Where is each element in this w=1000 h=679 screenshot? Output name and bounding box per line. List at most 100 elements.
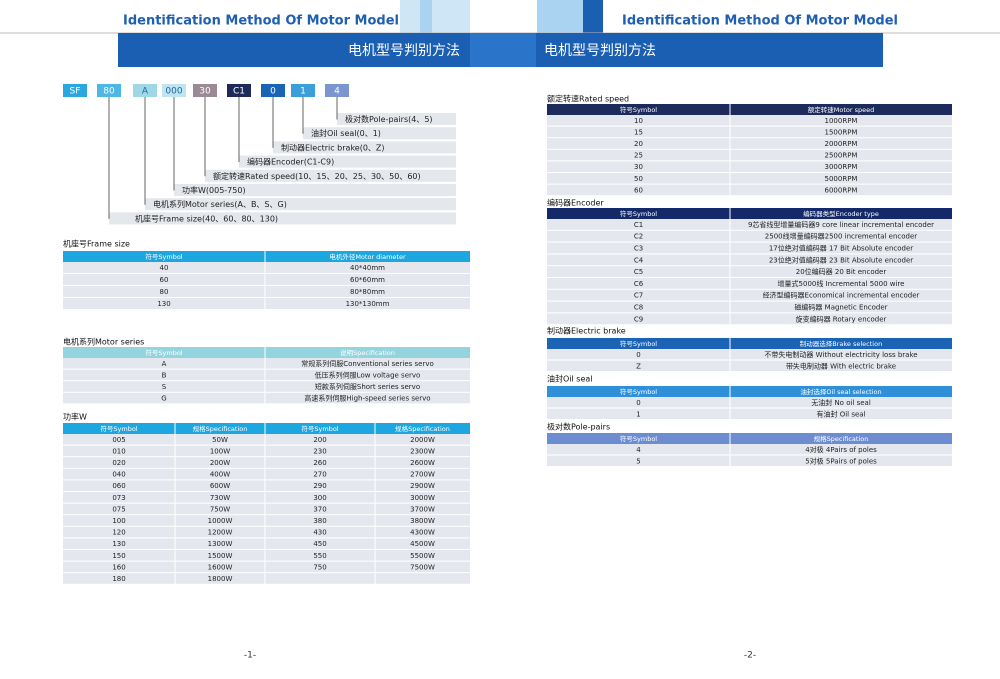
code-text: 1 bbox=[300, 87, 306, 97]
table-title: 极对数Pole-pairs bbox=[547, 422, 610, 432]
table-header bbox=[63, 423, 470, 434]
code-label: 电机系列Motor series(A、B、S、G) bbox=[153, 199, 287, 209]
table-cell: 2700W bbox=[410, 471, 435, 479]
table-cell: 低压系列伺服Low voltage servo bbox=[315, 370, 421, 379]
table-cell: 130 bbox=[112, 540, 125, 548]
table-cell: 130 bbox=[157, 300, 170, 308]
table-row bbox=[63, 392, 470, 404]
code-text: 30 bbox=[199, 87, 211, 97]
table-cell: 50W bbox=[212, 436, 228, 444]
code-text: 80 bbox=[103, 87, 115, 97]
table-cell: Z bbox=[636, 362, 641, 370]
code-box bbox=[193, 84, 217, 97]
table-row bbox=[547, 242, 952, 254]
table-cell: 200 bbox=[313, 436, 326, 444]
header-title: Identification Method Of Motor Model bbox=[622, 14, 898, 29]
label-bar bbox=[205, 169, 456, 182]
label-bar bbox=[145, 198, 456, 211]
table-header bbox=[547, 104, 952, 115]
table-title: 制动器Electric brake bbox=[547, 326, 626, 336]
code-box bbox=[133, 84, 157, 97]
label-bar bbox=[273, 141, 456, 154]
table-row bbox=[63, 538, 470, 549]
column-header: 符号Symbol bbox=[100, 424, 137, 433]
code-box bbox=[97, 84, 121, 97]
table-row bbox=[63, 274, 470, 285]
table-row bbox=[63, 468, 470, 480]
table-cell: C6 bbox=[634, 280, 644, 288]
column-header: 规格Specification bbox=[814, 434, 869, 443]
column-header: 规格Specification bbox=[395, 424, 450, 433]
table-cell: 30 bbox=[634, 163, 643, 171]
table-cell: 50 bbox=[634, 175, 643, 183]
table-cell: 2500RPM bbox=[825, 152, 858, 160]
code-text: 0 bbox=[270, 87, 276, 97]
label-bar bbox=[337, 113, 456, 125]
table-row bbox=[63, 503, 470, 515]
code-box bbox=[227, 84, 251, 97]
table-cell: 1300W bbox=[208, 540, 233, 548]
label-bar bbox=[174, 184, 456, 196]
table-row bbox=[547, 161, 952, 172]
code-text: C1 bbox=[233, 87, 245, 97]
table-row bbox=[63, 358, 470, 369]
table-cell: 4 bbox=[636, 446, 641, 454]
column-header: 符号Symbol bbox=[620, 387, 657, 396]
code-label: 机座号Frame size(40、60、80、130) bbox=[135, 213, 278, 223]
table-cell: 750W bbox=[210, 505, 230, 513]
table-cell: 1500RPM bbox=[825, 128, 858, 136]
table-cell: 1600W bbox=[208, 563, 233, 571]
table-cell: S bbox=[162, 383, 167, 391]
table-cell: 075 bbox=[112, 505, 125, 513]
table-cell: 4500W bbox=[410, 540, 435, 548]
table-cell: 160 bbox=[112, 563, 125, 571]
table-row bbox=[547, 266, 952, 277]
table-row bbox=[547, 455, 952, 466]
banner-mid bbox=[470, 33, 536, 67]
table-row bbox=[547, 444, 952, 455]
table-cell: 1 bbox=[636, 410, 640, 418]
table-row bbox=[63, 286, 470, 297]
table-cell: 370 bbox=[313, 505, 326, 513]
code-text: A bbox=[142, 87, 149, 97]
table-cell: 6000RPM bbox=[825, 186, 858, 194]
table-cell: 1000RPM bbox=[825, 117, 858, 125]
table-cell: 290 bbox=[313, 482, 326, 490]
table-cell: 180 bbox=[112, 575, 125, 583]
table-cell: 260 bbox=[313, 459, 326, 467]
table-row bbox=[547, 126, 952, 138]
table-row bbox=[63, 369, 470, 381]
table-cell: 450 bbox=[313, 540, 326, 548]
table-cell: C8 bbox=[634, 304, 643, 312]
table-cell: A bbox=[162, 360, 167, 368]
deco-block bbox=[583, 0, 603, 33]
header-title: Identification Method Of Motor Model bbox=[123, 14, 399, 29]
table-header bbox=[547, 433, 952, 444]
table-cell: C5 bbox=[634, 268, 643, 276]
column-header: 油封选择Oil seal selection bbox=[800, 387, 881, 396]
table-row bbox=[63, 457, 470, 468]
table-row bbox=[63, 480, 470, 491]
table-row bbox=[63, 573, 470, 584]
table-cell: 130*130mm bbox=[346, 300, 390, 308]
table-row bbox=[63, 262, 470, 273]
table-cell: 2000W bbox=[410, 436, 435, 444]
table-title: 功率W bbox=[63, 412, 87, 422]
table-row bbox=[547, 313, 952, 325]
column-header: 符号Symbol bbox=[620, 105, 657, 114]
column-header: 符号Symbol bbox=[301, 424, 338, 433]
table-cell: 4对极 4Pairs of poles bbox=[805, 445, 877, 454]
table-row bbox=[547, 301, 952, 313]
table-cell: 200W bbox=[210, 459, 230, 467]
table-cell: 25 bbox=[634, 152, 643, 160]
table-cell: 1800W bbox=[208, 575, 233, 583]
code-box bbox=[325, 84, 349, 97]
column-header: 说明Specification bbox=[340, 348, 395, 357]
table-row bbox=[63, 445, 470, 457]
table-row bbox=[547, 397, 952, 408]
table-cell: 磁编码器 Magnetic Encoder bbox=[794, 303, 887, 312]
table-title: 电机系列Motor series bbox=[63, 337, 144, 347]
table-cell: 100 bbox=[112, 517, 125, 525]
table-cell: 60 bbox=[634, 186, 643, 194]
